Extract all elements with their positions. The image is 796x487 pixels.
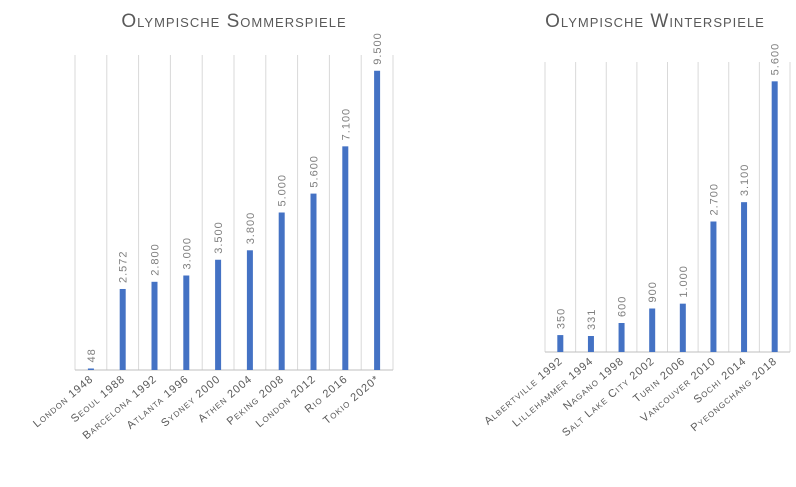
bar — [557, 335, 564, 352]
bar — [278, 212, 285, 370]
bar — [183, 275, 190, 370]
data-label: 5.000 — [277, 174, 289, 207]
bar — [215, 259, 222, 370]
bar — [119, 288, 126, 370]
data-label: 600 — [617, 296, 629, 317]
data-label: 48 — [86, 348, 98, 362]
data-label: 5.600 — [770, 43, 782, 76]
data-label: 2.800 — [150, 243, 162, 276]
data-label: 350 — [555, 308, 567, 329]
data-label: 5.600 — [309, 155, 321, 188]
data-label: 2.700 — [708, 183, 720, 216]
data-label: 3.500 — [213, 221, 225, 254]
bar — [618, 323, 625, 352]
bar — [679, 303, 686, 352]
data-label: 900 — [647, 281, 659, 302]
data-label: 2.572 — [118, 250, 130, 283]
data-label: 7.100 — [340, 108, 352, 141]
data-label: 1.000 — [678, 265, 690, 298]
bar — [374, 70, 381, 370]
x-tick-label: Tokio 2020* — [321, 373, 382, 427]
data-label: 9.500 — [372, 32, 384, 65]
bar — [342, 146, 349, 370]
bar — [649, 308, 656, 352]
chart-title: Olympische Winterspiele — [545, 11, 765, 32]
chart-title: Olympische Sommerspiele — [121, 11, 346, 32]
bar — [587, 336, 594, 352]
bar — [710, 221, 717, 352]
bar — [151, 281, 158, 370]
bar — [246, 250, 253, 370]
bar — [741, 202, 748, 352]
bar — [87, 368, 94, 370]
data-label: 3.100 — [739, 164, 751, 197]
bar — [771, 81, 778, 352]
data-label: 3.000 — [181, 237, 193, 270]
bar — [310, 193, 317, 370]
data-label: 3.800 — [245, 212, 257, 245]
data-label: 331 — [586, 309, 598, 330]
